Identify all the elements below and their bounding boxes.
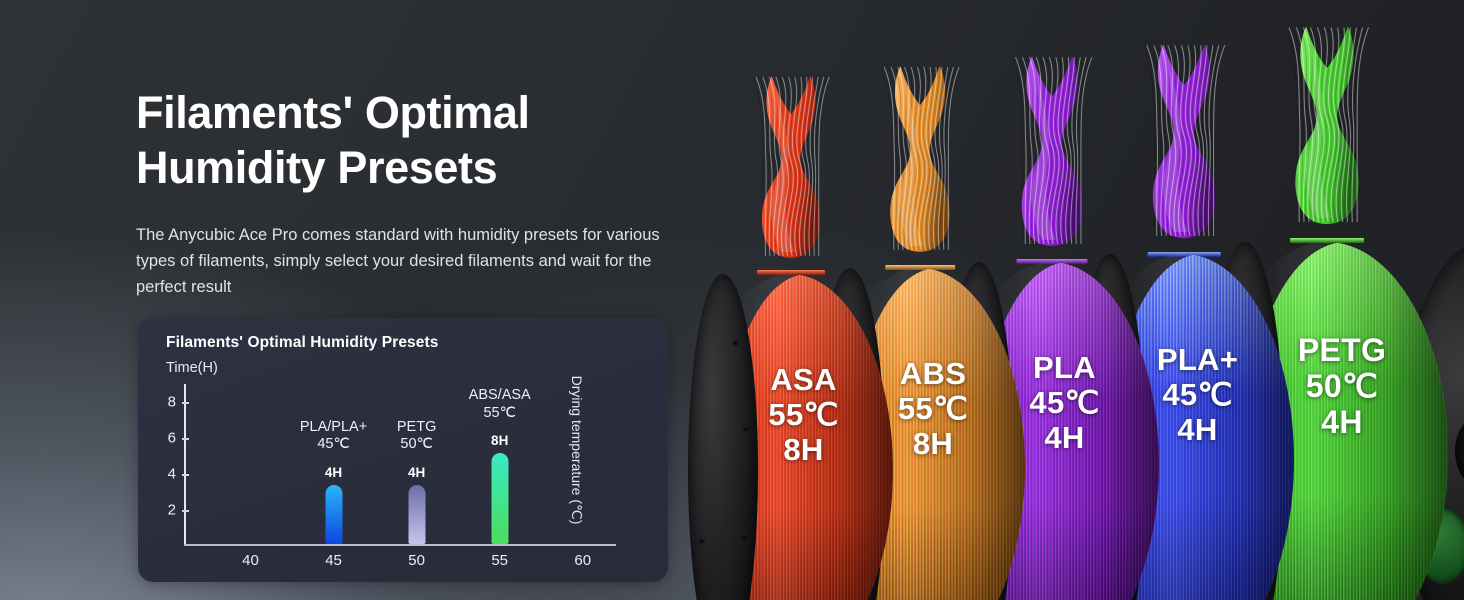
filament-vase-print-pla-plus <box>1133 38 1235 258</box>
filament-spool-scene: ASA 55℃ 8H ABS 55℃ 8H PLA 45℃ 4H PLA+ 45℃ 4… <box>672 0 1464 600</box>
filament-vase-print-petg <box>1275 20 1379 244</box>
print-base-plate <box>1015 259 1088 265</box>
spool-rim-hole <box>743 425 749 431</box>
humidity-presets-chart-card: Filaments' Optimal Humidity Presets Time… <box>138 318 668 582</box>
chart-y-tick <box>182 402 189 404</box>
chart-x-tick-label: 40 <box>242 552 259 569</box>
chart-y-axis <box>184 384 186 546</box>
filament-spool-asa: ASA 55℃ 8H <box>688 24 893 600</box>
spool-label-abs: ABS 55℃ 8H <box>897 356 969 462</box>
spool-rim <box>688 274 758 600</box>
spool-rim-hole <box>732 339 738 345</box>
chart-y-tick-label: 8 <box>167 393 176 411</box>
chart-title: Filaments' Optimal Humidity Presets <box>166 334 439 351</box>
print-base-plate <box>1290 238 1364 243</box>
chart-bar-pla-pla <box>325 484 343 544</box>
chart-y-tick-label: 6 <box>167 429 176 447</box>
spool-rim-hole <box>741 533 747 539</box>
filament-vase-print-asa <box>743 70 839 276</box>
spool-label-pla-plus: PLA+ 45℃ 4H <box>1156 342 1239 448</box>
chart-bar-category-label: PLA/PLA+ 45℃ <box>299 418 368 453</box>
chart-y-axis-title: Time(H) <box>166 360 218 376</box>
chart-x-tick-label: 50 <box>408 552 425 569</box>
chart-bar-petg <box>408 484 426 544</box>
chart-plot-area: 2 4 6 8 40 45 50 55 60 4H PLA/PLA+ 45℃ 4H PETG 50℃ 8H… <box>168 384 616 569</box>
spool-label-pla: PLA 45℃ 4H <box>1029 350 1100 456</box>
chart-bar-value: 4H <box>407 464 426 480</box>
chart-y-tick <box>182 510 189 512</box>
spool-label-petg: PETG 50℃ 4H <box>1297 332 1387 441</box>
chart-bar-value: 4H <box>324 464 343 480</box>
copy-block: Filaments' Optimal Humidity Presets The … <box>136 86 716 300</box>
chart-bar-category-label: ABS/ASA 55℃ <box>468 387 531 422</box>
chart-x-tick-label: 60 <box>574 552 592 569</box>
chart-bar-category-label: PETG 50℃ <box>396 418 437 453</box>
print-base-plate <box>756 270 825 276</box>
page-description: The Anycubic Ace Pro comes standard with… <box>136 225 660 296</box>
print-base-plate <box>885 264 955 270</box>
spool-hub-center-bore <box>1454 408 1464 494</box>
chart-y-tick-label: 4 <box>167 465 176 483</box>
spool-label-asa: ASA 55℃ 8H <box>768 362 839 468</box>
chart-x-axis <box>184 544 616 546</box>
chart-y-tick <box>182 474 189 476</box>
chart-x-tick-label: 55 <box>491 552 509 569</box>
chart-x-tick-label: 45 <box>325 552 342 569</box>
chart-bar-value: 8H <box>491 433 509 449</box>
spool-rim-hole <box>699 538 705 544</box>
filament-vase-print-pla <box>1002 50 1102 265</box>
page-title: Filaments' Optimal Humidity Presets <box>136 87 530 193</box>
chart-y-tick <box>182 438 189 440</box>
chart-bar-abs-asa <box>491 453 509 544</box>
filament-vase-print-abs <box>871 60 969 271</box>
chart-y-tick-label: 2 <box>167 501 176 519</box>
